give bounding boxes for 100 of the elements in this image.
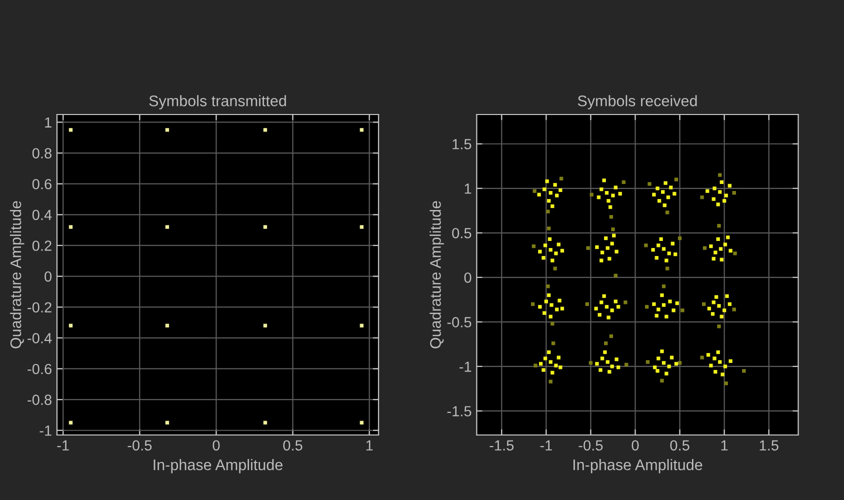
x-axis-title: In-phase Amplitude xyxy=(573,459,702,474)
point xyxy=(68,128,73,132)
point xyxy=(165,324,170,328)
y-tick-label: -1 xyxy=(40,426,52,436)
point xyxy=(532,244,536,248)
y-tick-label: 1 xyxy=(464,184,472,194)
x-axis-title: In-phase Amplitude xyxy=(154,459,282,474)
point xyxy=(614,274,618,278)
y-tick-label: -0.5 xyxy=(447,317,472,328)
point xyxy=(609,215,614,219)
y-tick-label: 0.6 xyxy=(32,178,52,190)
x-tick-label: 0 xyxy=(632,440,639,451)
x-tick-label: 1 xyxy=(366,440,373,450)
point xyxy=(532,189,536,193)
y-tick-label: 0.2 xyxy=(32,240,52,251)
point xyxy=(590,192,594,196)
point xyxy=(732,308,736,312)
point xyxy=(660,378,664,383)
point xyxy=(586,246,590,250)
point xyxy=(559,176,564,180)
y-tick-label: 0.4 xyxy=(32,210,52,220)
x-tick-label: -1 xyxy=(540,440,552,450)
point xyxy=(662,284,666,288)
point xyxy=(546,284,550,288)
point xyxy=(644,244,648,248)
point xyxy=(68,420,73,425)
point xyxy=(263,420,268,425)
x-tick-label: 1.5 xyxy=(760,440,778,451)
point xyxy=(553,266,557,270)
point xyxy=(165,225,170,229)
y-tick-label: -0.2 xyxy=(28,302,52,313)
y-tick-label: 1 xyxy=(45,117,52,128)
point xyxy=(547,226,551,230)
point xyxy=(550,322,554,326)
y-tick-label: -0.8 xyxy=(28,394,52,405)
point xyxy=(68,225,73,229)
point xyxy=(717,324,721,328)
y-tick-label: 0.5 xyxy=(452,228,472,238)
point xyxy=(646,360,650,364)
point xyxy=(611,228,615,232)
point xyxy=(724,382,728,386)
y-tick-label: 0 xyxy=(464,272,472,283)
x-tick-label: 0.5 xyxy=(670,440,690,451)
x-tick-label: -1 xyxy=(57,440,69,450)
point xyxy=(648,182,652,186)
point xyxy=(624,300,628,304)
y-axis-title: Quadrature Amplitude xyxy=(430,201,444,348)
x-tick-label: -0.5 xyxy=(128,440,152,451)
point xyxy=(263,128,268,132)
y-tick-label: 0.8 xyxy=(32,148,52,158)
x-tick-label: 0.5 xyxy=(283,440,302,451)
y-tick-label: 0 xyxy=(44,271,52,282)
point xyxy=(624,362,628,367)
point xyxy=(585,302,589,306)
point xyxy=(588,361,593,365)
point xyxy=(360,420,364,425)
point xyxy=(674,178,678,182)
y-axis-title: Quadrature Amplitude xyxy=(10,201,24,348)
point xyxy=(700,195,704,200)
y-tick-label: -1.5 xyxy=(447,406,472,416)
point xyxy=(665,266,670,270)
x-tick-label: 0 xyxy=(212,440,220,451)
y-tick-label: -0.4 xyxy=(28,333,52,344)
point xyxy=(678,361,682,365)
point xyxy=(360,324,364,328)
point xyxy=(742,369,746,373)
point xyxy=(546,210,550,214)
point xyxy=(360,225,364,229)
point xyxy=(534,364,538,368)
point xyxy=(644,304,649,309)
point xyxy=(622,180,626,184)
point xyxy=(548,380,552,384)
y-tick-label: -1 xyxy=(460,362,472,372)
point xyxy=(700,356,704,360)
point xyxy=(702,302,706,306)
point xyxy=(678,236,682,240)
chart-title: Symbols received xyxy=(578,95,697,110)
x-tick-label: -0.5 xyxy=(578,440,603,451)
point xyxy=(165,128,170,132)
point xyxy=(360,128,364,132)
point xyxy=(665,210,670,214)
point xyxy=(530,302,535,306)
y-tick-label: -0.6 xyxy=(28,364,52,374)
point xyxy=(551,341,556,346)
point xyxy=(604,341,608,346)
point xyxy=(717,224,721,228)
point xyxy=(718,173,722,177)
point xyxy=(68,324,73,328)
x-tick-label: 1 xyxy=(721,440,728,450)
x-tick-label: -1.5 xyxy=(490,440,514,451)
point xyxy=(165,420,170,425)
point xyxy=(263,225,268,229)
point xyxy=(263,324,268,328)
point xyxy=(732,191,736,195)
point xyxy=(702,246,707,250)
y-tick-label: 1.5 xyxy=(452,139,472,150)
chart-title: Symbols transmitted xyxy=(149,95,286,110)
point xyxy=(733,252,737,256)
point xyxy=(609,334,614,338)
point xyxy=(680,308,684,312)
